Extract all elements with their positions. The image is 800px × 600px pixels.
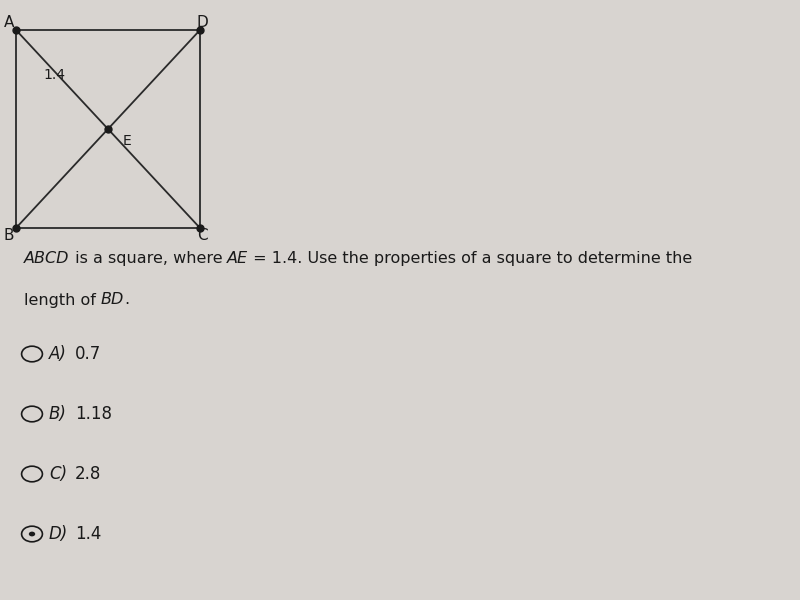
Text: C: C — [197, 228, 208, 243]
Text: BD: BD — [101, 292, 124, 307]
Text: = 1.4. Use the properties of a square to determine the: = 1.4. Use the properties of a square to… — [248, 251, 693, 265]
Text: 1.4: 1.4 — [75, 525, 102, 543]
Circle shape — [29, 532, 35, 536]
Text: D: D — [197, 15, 208, 30]
Text: 1.18: 1.18 — [75, 405, 112, 423]
Text: is a square, where: is a square, where — [70, 251, 227, 265]
Text: .: . — [124, 292, 130, 307]
Text: A): A) — [49, 345, 66, 363]
Text: C): C) — [49, 465, 67, 483]
Text: 2.8: 2.8 — [75, 465, 102, 483]
Text: AE: AE — [227, 251, 248, 265]
Text: E: E — [122, 134, 131, 148]
Text: D): D) — [49, 525, 68, 543]
Text: B): B) — [49, 405, 66, 423]
Text: A: A — [4, 15, 14, 30]
Text: length of: length of — [24, 292, 101, 307]
Text: 0.7: 0.7 — [75, 345, 102, 363]
Text: ABCD: ABCD — [24, 251, 70, 265]
Text: 1.4: 1.4 — [44, 68, 66, 82]
Text: B: B — [4, 228, 14, 243]
